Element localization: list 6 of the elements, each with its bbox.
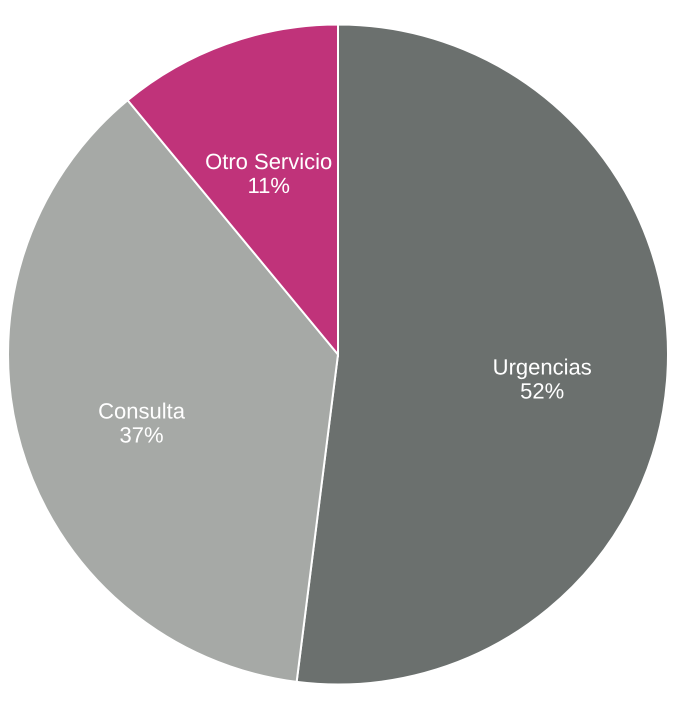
data-label: 37%: [120, 422, 164, 448]
data-label: 11%: [247, 172, 290, 198]
data-label: 52%: [520, 378, 564, 404]
slice-label: Consulta: [98, 398, 186, 424]
slice-label: Urgencias: [492, 354, 592, 380]
slice-label: Otro Servicio: [205, 148, 332, 174]
